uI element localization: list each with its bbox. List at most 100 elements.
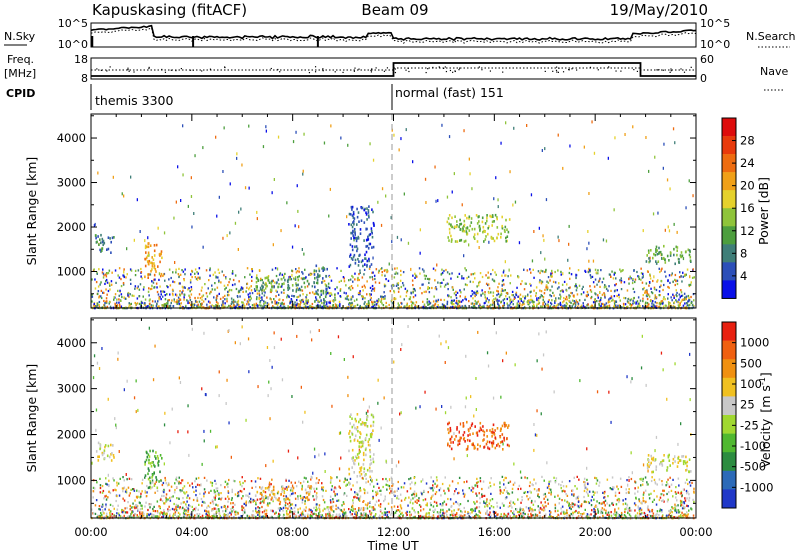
echo-cell (391, 128, 393, 132)
echo-cell (658, 305, 660, 308)
echo-cell (405, 128, 407, 132)
echo-cell (218, 305, 220, 308)
echo-cell (179, 298, 182, 301)
echo-cell (469, 172, 471, 176)
echo-cell (348, 481, 350, 484)
echo-cell (583, 512, 585, 515)
echo-cell (668, 274, 671, 277)
echo-cell (373, 300, 375, 303)
echo-cell (428, 300, 430, 303)
echo-cell (101, 237, 104, 241)
echo-cell (238, 306, 241, 309)
echo-cell (546, 486, 549, 489)
echo-cell (483, 240, 485, 243)
nave-point (308, 71, 311, 74)
echo-cell (363, 508, 365, 511)
echo-cell (675, 505, 677, 508)
echo-cell (191, 269, 193, 272)
echo-cell (466, 284, 468, 287)
echo-cell (682, 271, 684, 274)
echo-cell (471, 293, 474, 296)
echo-cell (178, 275, 180, 279)
echo-cell (126, 506, 128, 510)
echo-cell (626, 300, 629, 303)
echo-cell (350, 223, 353, 227)
echo-cell (444, 492, 446, 495)
echo-cell (278, 293, 280, 296)
echo-cell (118, 298, 120, 301)
echo-cell (448, 272, 451, 276)
echo-cell (414, 276, 416, 279)
echo-cell (619, 477, 622, 480)
nave-point (353, 70, 355, 72)
echo-cell (414, 483, 416, 486)
echo-cell (529, 291, 531, 294)
echo-cell (322, 280, 324, 283)
echo-cell (298, 275, 300, 278)
nave-point (175, 70, 177, 72)
echo-cell (479, 229, 481, 232)
echo-cell (283, 275, 285, 278)
nave-point (670, 70, 672, 72)
echo-cell (157, 300, 159, 303)
echo-cell (593, 510, 595, 513)
echo-cell (568, 504, 570, 507)
nave-point (452, 71, 454, 73)
echo-cell (264, 287, 267, 290)
echo-cell (261, 296, 263, 299)
echo-cell (411, 481, 413, 484)
echo-cell (104, 282, 106, 285)
echo-cell (211, 509, 213, 512)
echo-cell (585, 500, 587, 504)
echo-cell (364, 304, 367, 308)
echo-cell (353, 222, 355, 226)
echo-cell (647, 306, 649, 309)
echo-cell (554, 503, 556, 506)
echo-cell (360, 507, 362, 510)
echo-cell (178, 298, 181, 301)
echo-cell (230, 502, 232, 505)
echo-cell (481, 495, 483, 498)
echo-cell (432, 509, 434, 513)
echo-cell (256, 498, 259, 501)
echo-cell (128, 302, 130, 305)
echo-cell (403, 192, 405, 196)
nave-point (478, 66, 480, 68)
echo-cell (601, 511, 604, 514)
echo-cell (253, 305, 256, 308)
echo-cell (650, 249, 652, 252)
echo-cell (362, 264, 364, 268)
echo-cell (189, 296, 191, 299)
echo-cell (657, 260, 660, 263)
echo-cell (329, 300, 331, 303)
nave-point (109, 66, 111, 68)
echo-cell (568, 271, 571, 275)
echo-cell (539, 271, 541, 275)
echo-cell (433, 295, 435, 298)
echo-cell (566, 283, 568, 286)
echo-cell (608, 273, 611, 276)
echo-cell (508, 268, 510, 272)
echo-cell (283, 498, 285, 501)
echo-cell (686, 514, 688, 517)
echo-cell (542, 493, 545, 496)
echo-cell (395, 271, 397, 275)
echo-cell (640, 484, 642, 487)
echo-cell (642, 229, 644, 233)
echo-cell (528, 303, 530, 306)
echo-cell (460, 222, 463, 226)
echo-cell (686, 492, 688, 495)
echo-cell (302, 514, 304, 517)
echo-cell (239, 305, 242, 308)
echo-cell (661, 483, 664, 486)
echo-cell (600, 269, 602, 272)
echo-cell (554, 281, 557, 284)
echo-cell (487, 226, 489, 230)
echo-cell (662, 166, 664, 170)
echo-cell (258, 289, 260, 292)
echo-cell (450, 234, 452, 238)
echo-cell (235, 305, 237, 308)
echo-cell (541, 149, 543, 152)
echo-cell (690, 281, 692, 284)
echo-cell (544, 147, 546, 151)
